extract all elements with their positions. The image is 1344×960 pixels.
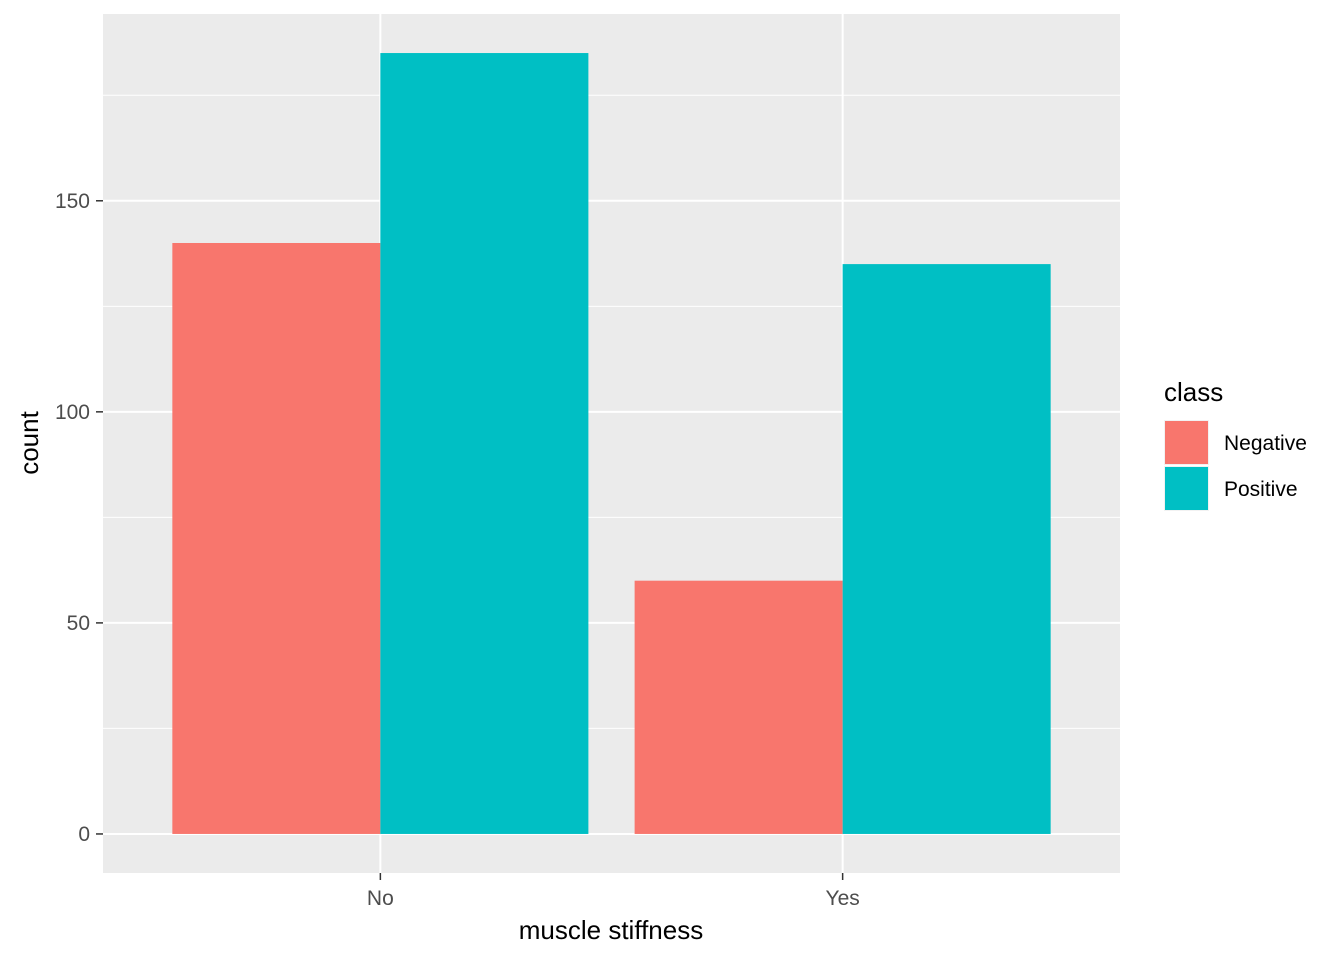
x-axis-ticks: No Yes	[367, 873, 860, 910]
bar-negative-yes	[634, 580, 843, 834]
legend-swatch-negative	[1165, 421, 1208, 464]
bar-positive-no	[380, 53, 589, 834]
y-axis-title: count	[14, 410, 44, 474]
y-tick-label: 150	[55, 190, 90, 213]
x-tick-label: No	[367, 887, 394, 910]
bar-positive-yes	[842, 264, 1051, 834]
legend: class Negative Positive	[1164, 377, 1307, 511]
x-axis-title: muscle stiffness	[519, 915, 703, 945]
bars	[172, 53, 1051, 834]
y-tick-label: 0	[78, 823, 90, 846]
legend-label-negative: Negative	[1224, 432, 1307, 455]
y-tick-label: 50	[67, 612, 90, 635]
x-tick-label: Yes	[826, 887, 860, 910]
y-axis-ticks: 0 50 100 150	[55, 190, 103, 846]
legend-label-positive: Positive	[1224, 478, 1298, 501]
legend-swatch-positive	[1165, 467, 1208, 510]
legend-title: class	[1164, 377, 1223, 407]
bar-negative-no	[172, 242, 381, 834]
y-tick-label: 100	[55, 401, 90, 424]
